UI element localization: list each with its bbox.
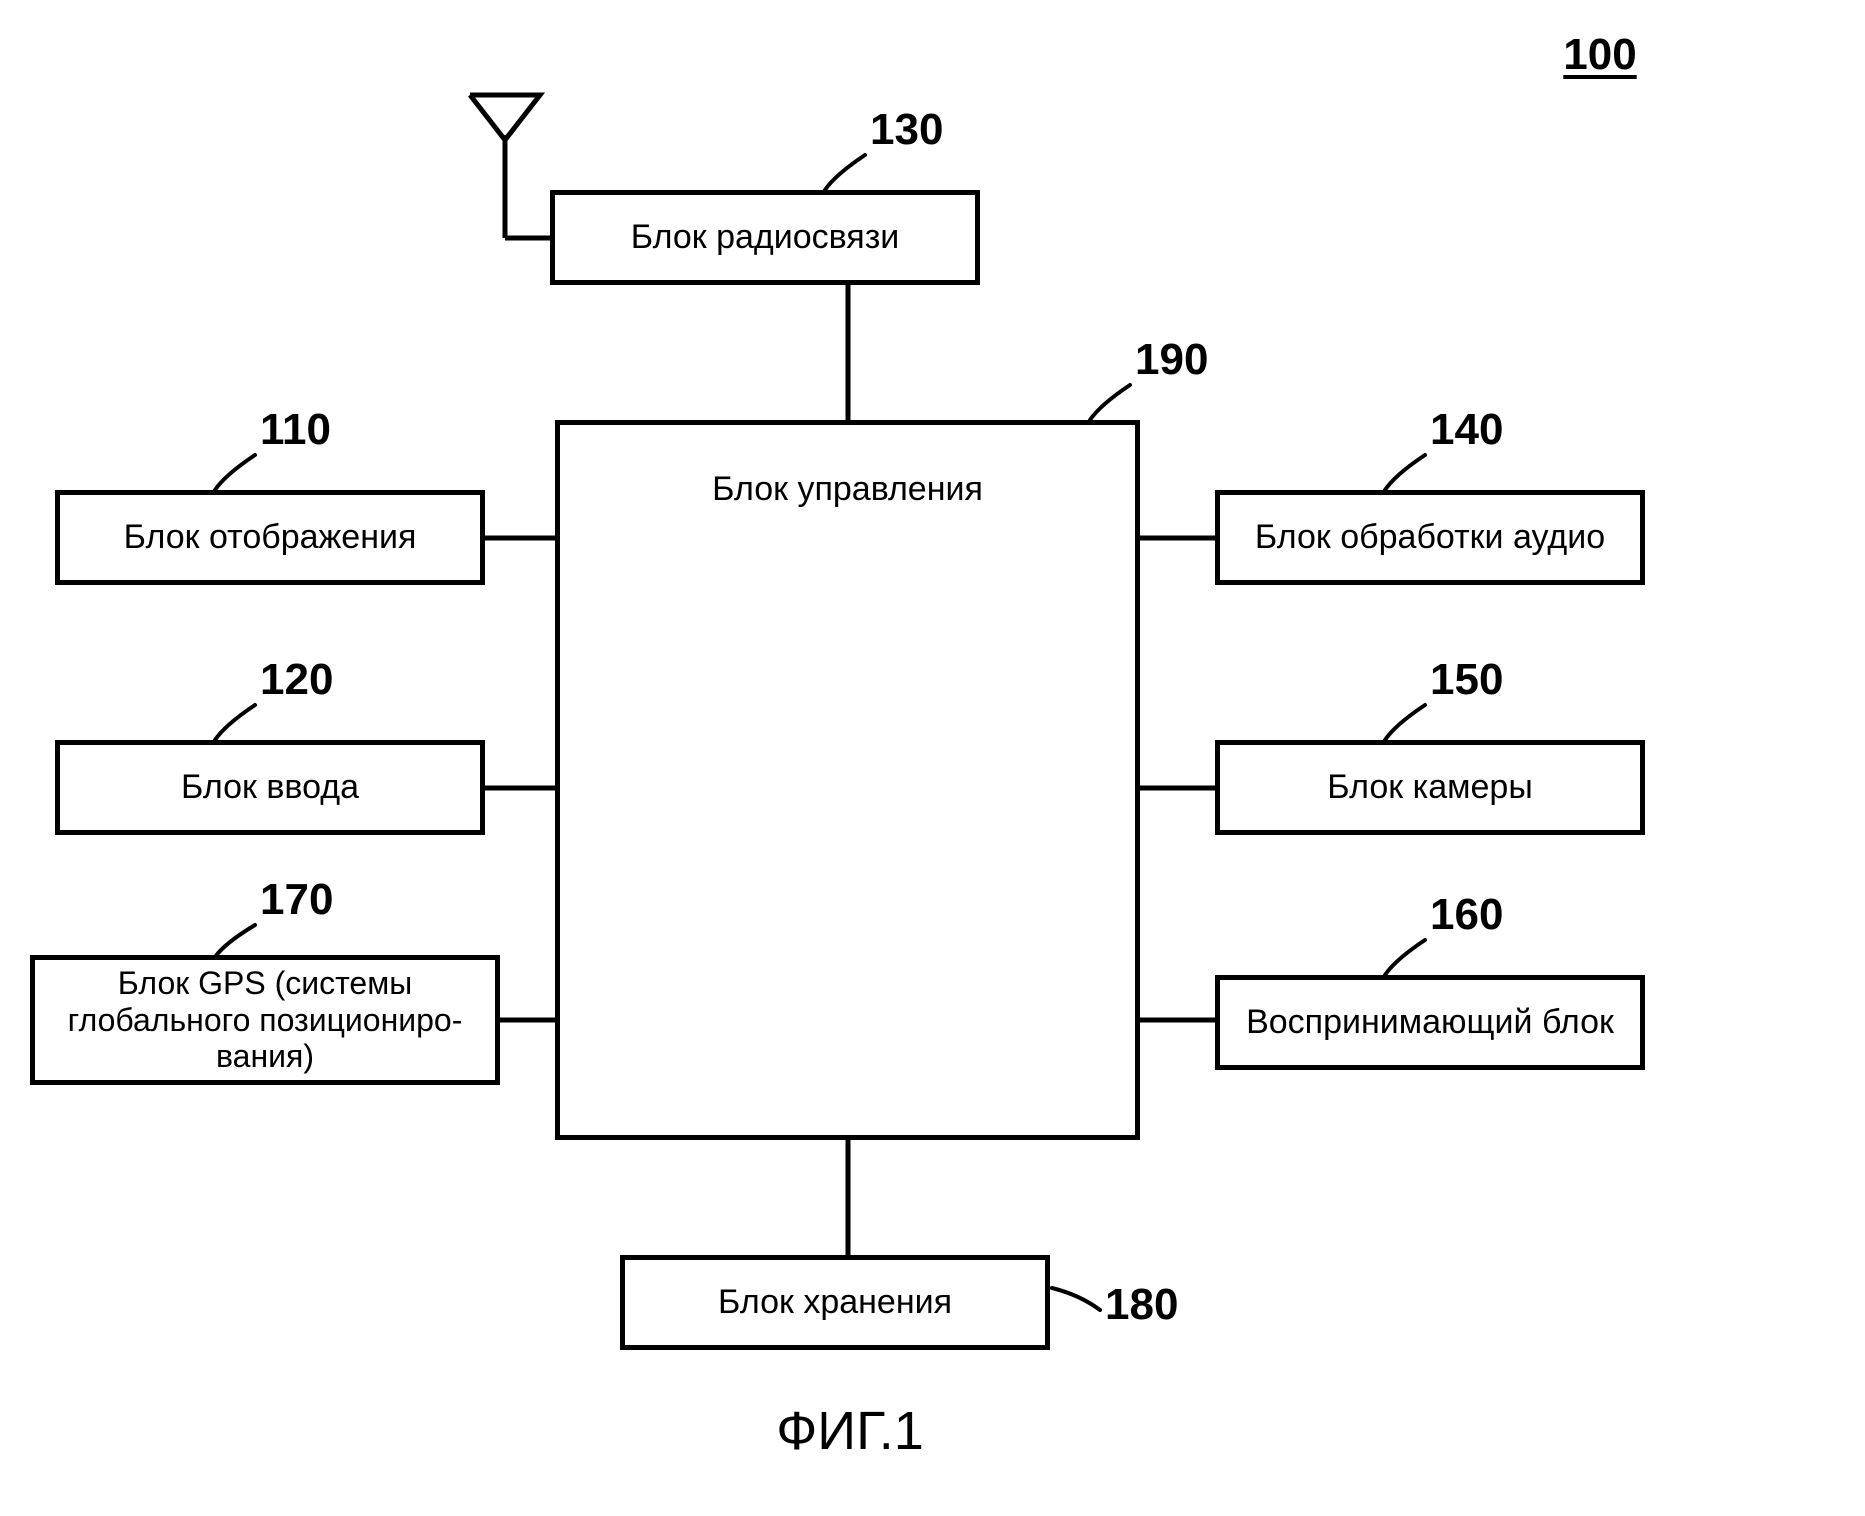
block-170-label: Блок GPS (системы глобального позиционир… (68, 965, 463, 1075)
block-150-camera: Блок камеры (1215, 740, 1645, 835)
block-150-label: Блок камеры (1327, 768, 1533, 807)
block-160-label: Воспринимающий блок (1246, 1003, 1614, 1042)
ref-170: 170 (260, 875, 333, 925)
ref-120: 120 (260, 655, 333, 705)
block-130-label: Блок радиосвязи (631, 218, 900, 257)
ref-180: 180 (1105, 1280, 1178, 1330)
ref-150: 150 (1430, 655, 1503, 705)
block-110-label: Блок отображения (124, 518, 417, 557)
figure-caption: ФИГ.1 (740, 1400, 960, 1462)
ref-140: 140 (1430, 405, 1503, 455)
block-180-label: Блок хранения (718, 1283, 952, 1322)
diagram-stage: 100 Блок радиосвязи 130 Блок управления … (0, 0, 1865, 1516)
figure-ref-100: 100 (1540, 30, 1660, 80)
block-140-label: Блок обработки аудио (1255, 518, 1605, 557)
antenna-icon (470, 95, 550, 238)
block-120-label: Блок ввода (181, 768, 359, 807)
ref-110: 110 (260, 405, 331, 455)
block-120-input: Блок ввода (55, 740, 485, 835)
block-130-radio: Блок радиосвязи (550, 190, 980, 285)
ref-160: 160 (1430, 890, 1503, 940)
block-190-label: Блок управления (712, 470, 983, 509)
block-110-display: Блок отображения (55, 490, 485, 585)
block-190-control: Блок управления (555, 420, 1140, 1140)
block-140-audio: Блок обработки аудио (1215, 490, 1645, 585)
block-160-sensing: Воспринимающий блок (1215, 975, 1645, 1070)
ref-190: 190 (1135, 335, 1208, 385)
block-170-gps: Блок GPS (системы глобального позиционир… (30, 955, 500, 1085)
block-180-storage: Блок хранения (620, 1255, 1050, 1350)
ref-130: 130 (870, 105, 943, 155)
